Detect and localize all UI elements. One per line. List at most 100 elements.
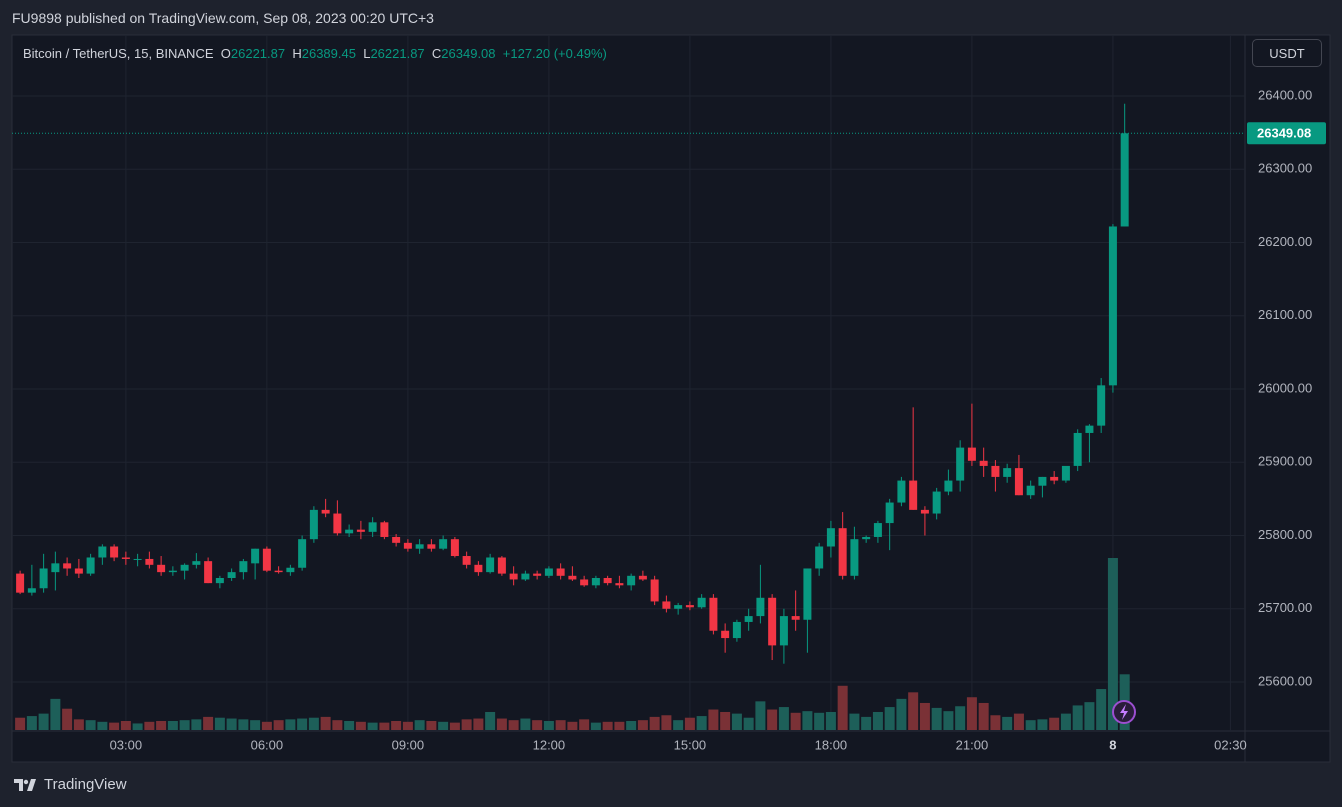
candle-body [591, 577, 600, 586]
candle-body [967, 447, 976, 461]
candle-body [321, 509, 330, 514]
candle-body [1050, 476, 1059, 481]
volume-bar [379, 722, 390, 730]
candle-body [168, 570, 177, 573]
volume-bar [226, 718, 237, 730]
volume-bar [978, 702, 989, 730]
candle-body [627, 575, 636, 586]
volume-bar [1084, 702, 1095, 730]
candle-body [192, 561, 201, 565]
volume-bar [156, 720, 167, 730]
candle-body [497, 557, 506, 574]
x-tick-label: 03:00 [110, 737, 143, 752]
volume-bar [414, 720, 425, 730]
volume-bar [391, 720, 402, 730]
volume-bar [790, 712, 801, 730]
volume-bar [661, 715, 672, 730]
volume-bar [966, 697, 977, 730]
grid [12, 35, 1245, 731]
volume-bar [1025, 720, 1036, 730]
volume-bar [955, 706, 966, 730]
volume-bar [720, 711, 731, 730]
volume-bar [755, 701, 766, 730]
volume-bar [1037, 719, 1048, 730]
volume-bar [214, 717, 225, 730]
candle-body [1026, 485, 1035, 496]
candle-body [732, 621, 741, 639]
volume-bar [144, 721, 155, 730]
candle-body [392, 536, 401, 543]
candle-body [1108, 226, 1117, 386]
candle-body [403, 542, 412, 549]
volume-bar [179, 720, 190, 730]
candle-body [39, 568, 48, 589]
alert-bolt [1120, 704, 1128, 720]
candle-body [121, 557, 130, 559]
volume-bar [1013, 713, 1024, 730]
volume-bar [273, 720, 284, 730]
volume-bar [438, 721, 449, 730]
x-tick-label: 8 [1109, 737, 1116, 752]
volume-bar [308, 717, 319, 730]
x-tick-label: 02:30 [1214, 737, 1247, 752]
candle-body [27, 588, 36, 593]
x-tick-label: 18:00 [815, 737, 848, 752]
candle-body [215, 577, 224, 584]
candle-body [1120, 133, 1129, 227]
candle-body [298, 539, 307, 568]
volume-bar [1107, 558, 1118, 730]
volume-bar [50, 698, 61, 730]
volume-bar [943, 711, 954, 730]
change: +127.20 (+0.49%) [502, 46, 607, 61]
y-tick-label: 26300.00 [1258, 161, 1312, 176]
candle-body [873, 523, 882, 537]
volume-bar [990, 715, 1001, 730]
candle-body [862, 536, 871, 540]
candle-body [1038, 476, 1047, 486]
volume-bar [684, 717, 695, 730]
volume-bar [626, 720, 637, 730]
currency-button[interactable]: USDT [1252, 39, 1322, 67]
candle-body [803, 568, 812, 620]
c-value: 26349.08 [441, 46, 496, 61]
volume-bar [731, 713, 742, 730]
volume-bar [814, 712, 825, 730]
volume-bar [520, 718, 531, 730]
volume-bar [708, 709, 719, 730]
volume-pane [15, 558, 1130, 730]
symbol: Bitcoin / TetherUS, 15, BINANCE [23, 46, 214, 61]
candle-body [920, 509, 929, 514]
volume-bar [297, 718, 308, 730]
candle-body [533, 573, 542, 576]
volume-bar [62, 708, 73, 730]
volume-bar [344, 720, 355, 730]
candle-body [368, 522, 377, 532]
volume-bar [167, 720, 178, 730]
candle-body [662, 601, 671, 609]
volume-bar [908, 692, 919, 730]
volume-bar [203, 716, 214, 730]
candle-body [98, 546, 107, 558]
volume-bar [872, 711, 883, 730]
volume-bar [73, 719, 84, 730]
candle-body [16, 573, 25, 593]
volume-bar [132, 723, 143, 730]
volume-bar [637, 720, 648, 730]
volume-bar [555, 720, 566, 730]
volume-bar [332, 720, 343, 730]
candle-body [486, 557, 495, 573]
volume-bar [120, 720, 131, 730]
candle-body [638, 575, 647, 580]
volume-bar [1060, 713, 1071, 730]
volume-bar [743, 717, 754, 730]
volume-bar [1049, 717, 1060, 730]
candle-body [850, 539, 859, 576]
volume-bar [778, 707, 789, 730]
y-tick-label: 25600.00 [1258, 673, 1312, 688]
volume-bar [579, 719, 590, 730]
candle-body [1097, 385, 1106, 426]
candle-body [544, 568, 553, 576]
volume-bar [38, 713, 49, 730]
volume-bar [473, 718, 484, 730]
volume-bar [837, 685, 848, 730]
